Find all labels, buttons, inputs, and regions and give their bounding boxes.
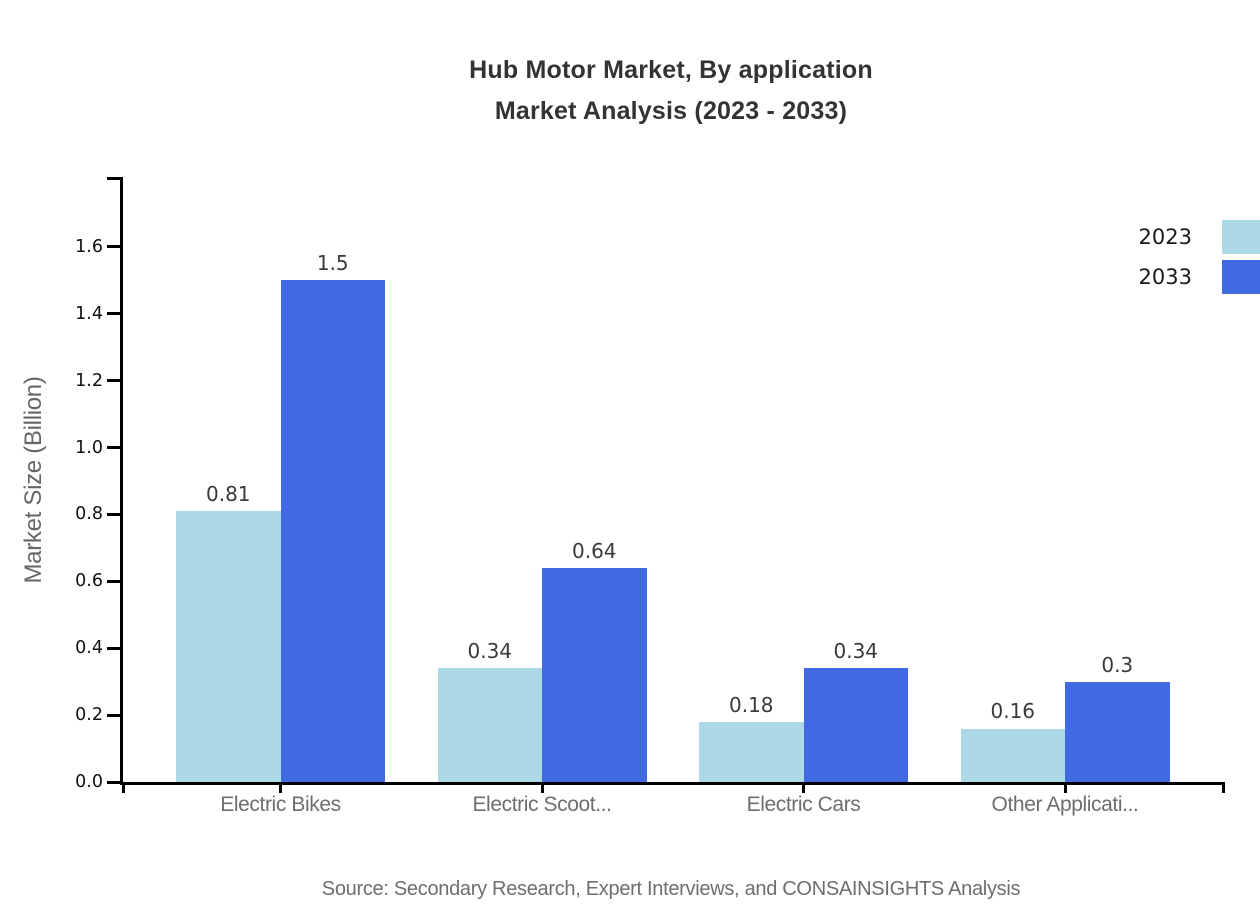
legend-swatch-2033-icon	[1222, 260, 1260, 294]
bar-value-label: 0.81	[205, 482, 251, 507]
legend-label-2023: 2023	[1138, 225, 1192, 249]
x-category-label: Electric Bikes	[220, 793, 341, 816]
y-axis-top-cap	[107, 177, 123, 180]
bar-2033-electric-bikes	[280, 280, 385, 782]
x-axis-tick	[279, 782, 282, 793]
bar-value-label: 0.18	[728, 692, 774, 717]
y-axis-tick	[107, 579, 120, 583]
source-note: Source: Secondary Research, Expert Inter…	[321, 878, 1021, 900]
y-tick-label: 0.6	[75, 571, 103, 592]
chart-title: Hub Motor Market, By application Market …	[120, 50, 1222, 132]
y-axis-tick	[107, 512, 120, 516]
y-axis-tick	[107, 646, 120, 650]
y-axis-tick	[107, 379, 120, 383]
y-tick-label: 1.4	[75, 303, 103, 324]
chart-title-line2: Market Analysis (2023 - 2033)	[494, 97, 848, 125]
y-tick-label: 1.6	[75, 236, 103, 257]
bar-value-label: 0.64	[571, 538, 617, 563]
y-tick-label: 0.4	[75, 638, 103, 659]
bar-value-label: 0.34	[467, 639, 513, 664]
x-axis-tick	[1063, 782, 1067, 793]
x-axis-tick	[121, 782, 125, 793]
y-tick-label: 0.8	[75, 504, 103, 525]
x-axis-tick	[540, 782, 544, 793]
bar-2033-electric-cars	[803, 668, 908, 782]
bar-2033-electric-scoot	[542, 567, 647, 782]
x-category-label: Other Applicati...	[991, 793, 1139, 816]
bar-2023-electric-cars	[699, 721, 804, 782]
bar-2023-electric-bikes	[176, 511, 281, 782]
y-axis-title: Market Size (Billion)	[20, 376, 47, 584]
bar-2023-other-applicati	[960, 728, 1065, 782]
bar-value-label: 0.16	[990, 699, 1036, 724]
y-tick-label: 0.0	[75, 772, 103, 792]
plot-area: 0.0 0.2 0.4 0.6 0.8 1.0 1.2 1.4 1.6 Electric Bike…	[75, 177, 1225, 816]
legend-item-2023[interactable]: 2023	[1139, 220, 1260, 254]
x-category-label: Electric Cars	[746, 793, 861, 816]
x-category-label: Electric Scoot...	[472, 793, 612, 816]
legend: 2023 2033	[1139, 220, 1260, 300]
y-tick-label: 1.0	[75, 437, 103, 458]
bar-2023-electric-scoot	[437, 668, 542, 782]
y-axis-tick	[107, 446, 120, 450]
legend-swatch-2023-icon	[1222, 220, 1260, 254]
legend-label-2033: 2033	[1138, 265, 1192, 289]
y-axis-tick	[107, 713, 120, 717]
bar-value-label: 0.3	[1101, 652, 1134, 677]
y-axis-tick	[107, 245, 120, 249]
bar-value-label: 0.34	[833, 639, 879, 664]
bar-value-label: 1.5	[316, 251, 349, 276]
bar-2033-other-applicati	[1065, 681, 1170, 782]
y-tick-label: 0.2	[75, 705, 103, 726]
legend-item-2033[interactable]: 2033	[1139, 260, 1260, 294]
y-axis-tick	[107, 780, 120, 784]
y-axis-tick	[107, 312, 120, 316]
chart-title-line1: Hub Motor Market, By application	[469, 56, 873, 84]
y-tick-label: 1.2	[75, 370, 103, 391]
x-axis-tick	[1222, 782, 1225, 793]
x-axis-tick	[802, 782, 805, 793]
